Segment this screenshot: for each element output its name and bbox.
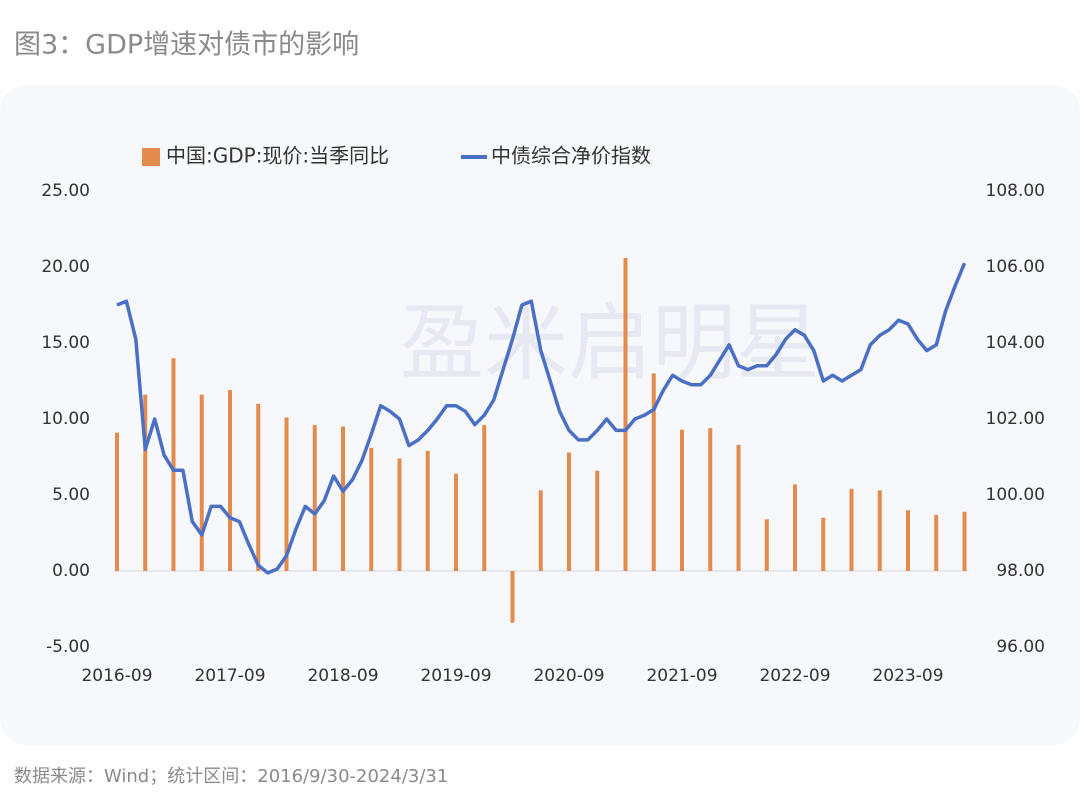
- y-tick-label: 20.00: [41, 257, 90, 277]
- y2-tick-label: 98.00: [996, 561, 1045, 581]
- watermark: 盈米启明星: [400, 294, 820, 392]
- bar: [934, 514, 939, 571]
- x-tick-label: 2020-09: [533, 666, 604, 686]
- bar: [341, 426, 345, 571]
- bar: [284, 417, 289, 571]
- chart-title: 图3：GDP增速对债市的影响: [14, 30, 359, 61]
- bar: [764, 519, 769, 571]
- line: [116, 262, 967, 575]
- x-tick-label: 2021-09: [646, 666, 717, 686]
- bar: [708, 428, 713, 571]
- bar: [821, 517, 826, 571]
- bar: [849, 488, 854, 571]
- bar: [312, 425, 317, 571]
- bar: [199, 394, 204, 571]
- bar: [425, 450, 430, 571]
- bar: [538, 490, 543, 571]
- bar: [369, 447, 374, 571]
- bar: [793, 484, 797, 571]
- bar: [397, 458, 402, 571]
- bar: [256, 403, 261, 571]
- legend-label: 中国:GDP:现价:当季同比: [166, 144, 389, 168]
- x-tick-label: 2019-09: [420, 666, 491, 686]
- bar: [651, 373, 656, 571]
- x-tick-label: 2016-09: [81, 666, 152, 686]
- bar: [115, 432, 119, 571]
- panel: [0, 85, 1080, 745]
- bar: [567, 452, 571, 571]
- x-tick-label: 2017-09: [194, 666, 265, 686]
- bar: [143, 394, 148, 571]
- y-tick-label: 15.00: [41, 333, 90, 353]
- y2-tick-label: 102.00: [986, 409, 1045, 429]
- legend-swatch: [142, 148, 160, 166]
- x-tick-label: 2022-09: [759, 666, 830, 686]
- bar: [510, 571, 515, 623]
- bar: [228, 390, 232, 571]
- bar: [736, 444, 741, 571]
- y-tick-label: 10.00: [41, 409, 90, 429]
- y2-tick-label: 100.00: [986, 485, 1045, 505]
- bar: [595, 470, 600, 571]
- x-tick-label: 2023-09: [872, 666, 943, 686]
- y2-tick-label: 104.00: [986, 333, 1045, 353]
- bar: [906, 510, 910, 571]
- x-tick-label: 2018-09: [307, 666, 378, 686]
- y-tick-label: 5.00: [52, 485, 90, 505]
- bar: [680, 429, 684, 571]
- bar: [877, 490, 882, 571]
- bar: [482, 425, 487, 571]
- y2-tick-label: 96.00: [996, 637, 1045, 657]
- bar: [454, 473, 458, 571]
- bar: [962, 511, 967, 571]
- legend-label: 中债综合净价指数: [491, 144, 651, 168]
- y-tick-label: 0.00: [52, 561, 90, 581]
- y-tick-label: -5.00: [46, 637, 90, 657]
- bar: [623, 257, 628, 571]
- bar: [171, 358, 176, 571]
- y2-tick-label: 108.00: [986, 181, 1045, 201]
- y-tick-label: 25.00: [41, 181, 90, 201]
- y2-tick-label: 106.00: [986, 257, 1045, 277]
- source-note: 数据来源：Wind；统计区间：2016/9/30-2024/3/31: [14, 766, 448, 787]
